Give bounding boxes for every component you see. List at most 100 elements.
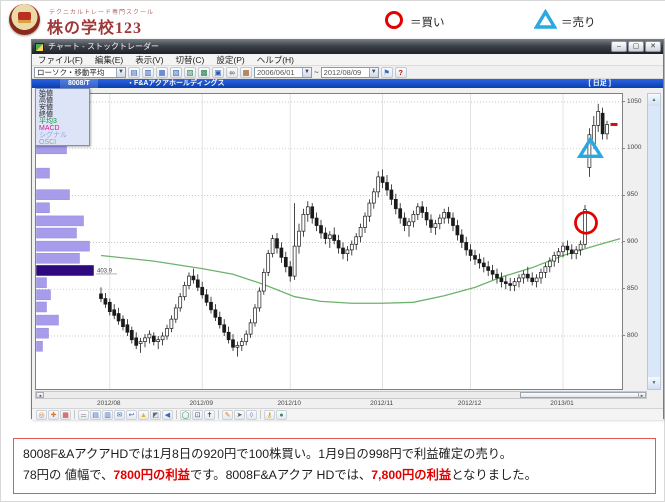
buy-marker-circle xyxy=(574,210,598,235)
candle xyxy=(407,221,411,226)
candle xyxy=(376,176,381,193)
candle xyxy=(578,243,583,251)
stock-code: 8008/T xyxy=(60,79,98,88)
alert-icon[interactable]: ▲ xyxy=(138,409,149,420)
toolbar-separator xyxy=(74,410,75,419)
menu-item[interactable]: ヘルプ(H) xyxy=(256,54,295,65)
candle xyxy=(266,253,271,273)
candle xyxy=(336,240,341,249)
volume-profile-bar xyxy=(36,314,59,326)
volume-peak-label: 403.9 xyxy=(97,268,113,274)
candle xyxy=(279,247,284,258)
window-button[interactable]: – xyxy=(611,41,627,52)
sell-triangle-icon xyxy=(534,9,557,29)
candle xyxy=(319,225,323,234)
menu-item[interactable]: 編集(E) xyxy=(94,54,124,65)
eraser-icon[interactable]: ◊ xyxy=(246,409,257,420)
price-axis-label: 850 xyxy=(627,284,638,292)
candle xyxy=(244,333,249,342)
key-icon[interactable]: ⚷ xyxy=(264,409,275,420)
scroll-up-icon[interactable]: ▲ xyxy=(648,94,660,106)
field-list-item[interactable]: MACD xyxy=(39,125,60,132)
grid-icon[interactable]: ▦ xyxy=(60,409,71,420)
date-axis-label: 2012/12 xyxy=(457,400,482,407)
scroll-down-icon[interactable]: ▼ xyxy=(648,377,660,389)
flag-icon[interactable]: ⚑ xyxy=(380,66,393,78)
chart-type-select[interactable]: ローソク・移動平均 ▼ xyxy=(34,66,126,78)
binoculars-icon[interactable]: ∞ xyxy=(226,66,238,78)
chart-plot-area[interactable]: 403.9 xyxy=(35,93,623,390)
candle-chart-icon[interactable]: ▥ xyxy=(102,409,113,420)
chart-save-icon[interactable]: ▩ xyxy=(198,66,210,78)
menu-item[interactable]: 設定(P) xyxy=(216,54,245,65)
select-icon[interactable]: ➤ xyxy=(234,409,245,420)
candle xyxy=(473,255,477,260)
chart-print-icon[interactable]: ▣ xyxy=(212,66,224,78)
window-button[interactable]: ✕ xyxy=(645,41,661,52)
candle xyxy=(147,333,152,339)
chart-panel-icon[interactable]: ▦ xyxy=(156,66,168,78)
crosshair-icon[interactable]: ✝ xyxy=(204,409,215,420)
chart-split-icon[interactable]: ▧ xyxy=(170,66,182,78)
date-axis-label: 2012/10 xyxy=(277,400,301,407)
chart-doc-icon[interactable]: ▤ xyxy=(128,66,140,78)
field-list-item[interactable]: 高値 xyxy=(39,97,53,104)
field-list-item[interactable]: シグナル xyxy=(39,132,67,139)
lines-icon[interactable]: ⚌ xyxy=(78,409,89,420)
field-list-item[interactable]: 安値 xyxy=(39,104,53,111)
note-line1: 8008F&AアクアHDでは1月8日の920円で100株買い。1月9日の998円… xyxy=(23,447,513,461)
candle xyxy=(446,212,451,219)
volume-profile-bar xyxy=(36,301,47,313)
field-list-item[interactable]: 始値 xyxy=(39,90,53,97)
candle xyxy=(534,277,539,283)
candle xyxy=(402,217,407,226)
candle xyxy=(107,301,112,313)
scrollbar-thumb[interactable] xyxy=(520,392,639,398)
speaker-icon[interactable]: ◀ xyxy=(162,409,173,420)
menu-item[interactable]: 表示(V) xyxy=(135,54,164,65)
candle xyxy=(226,331,231,341)
axis-tick xyxy=(622,147,625,149)
school-logo-core xyxy=(18,12,31,23)
window-button[interactable]: ▢ xyxy=(628,41,644,52)
candle xyxy=(451,217,455,226)
volume-profile-bar xyxy=(36,289,51,301)
candle xyxy=(495,273,499,279)
menu-item[interactable]: 切替(C) xyxy=(175,54,205,65)
date-to-select[interactable]: 2012/08/09 ▼ xyxy=(320,66,379,78)
horizontal-scrollbar[interactable]: ◄ ► xyxy=(35,391,647,399)
candle xyxy=(363,215,367,228)
calendar-icon[interactable]: ▦ xyxy=(240,66,252,78)
mail-icon[interactable]: ✉ xyxy=(114,409,125,420)
candle xyxy=(138,341,143,344)
field-list-item[interactable]: 平均3 xyxy=(39,118,57,125)
window-titlebar[interactable]: チャート - ストックトレーダー – ▢ ✕ xyxy=(32,40,663,54)
scroll-right-icon[interactable]: ► xyxy=(638,392,646,398)
zoom-icon[interactable]: ◯ xyxy=(180,409,191,420)
globe-icon[interactable]: ● xyxy=(276,409,287,420)
candle xyxy=(323,232,328,240)
trade-result-note: 8008F&AアクアHDでは1月8日の920円で100株買い。1月9日の998円… xyxy=(13,438,656,494)
field-list-item[interactable]: 終値 xyxy=(39,111,53,118)
chevron-down-icon: ▼ xyxy=(116,67,125,77)
target-icon[interactable]: ◎ xyxy=(36,409,47,420)
scroll-left-icon[interactable]: ◄ xyxy=(36,392,44,398)
chart-grid-icon[interactable]: ▥ xyxy=(142,66,154,78)
move-icon[interactable]: ✚ xyxy=(48,409,59,420)
candle xyxy=(314,217,319,226)
menu-item[interactable]: ファイル(F) xyxy=(38,54,83,65)
vertical-scrollbar[interactable]: ▲ ▼ xyxy=(647,93,661,390)
chart-copy-icon[interactable]: ▨ xyxy=(184,66,196,78)
volume-profile-bar xyxy=(36,341,43,352)
undo-icon[interactable]: ↩ xyxy=(126,409,137,420)
pattern-icon[interactable]: ◩ xyxy=(150,409,161,420)
pencil-icon[interactable]: ✎ xyxy=(222,409,233,420)
volume-profile-bar xyxy=(36,167,50,179)
bars-chart-icon[interactable]: ▤ xyxy=(90,409,101,420)
candle xyxy=(415,206,420,215)
field-list-item[interactable]: OSCI xyxy=(39,139,57,146)
help-button[interactable]: ? xyxy=(394,66,407,78)
date-from-select[interactable]: 2006/06/01 ▼ xyxy=(254,66,312,78)
sell-marker-triangle xyxy=(576,136,604,158)
zoom-area-icon[interactable]: ⊡ xyxy=(192,409,203,420)
